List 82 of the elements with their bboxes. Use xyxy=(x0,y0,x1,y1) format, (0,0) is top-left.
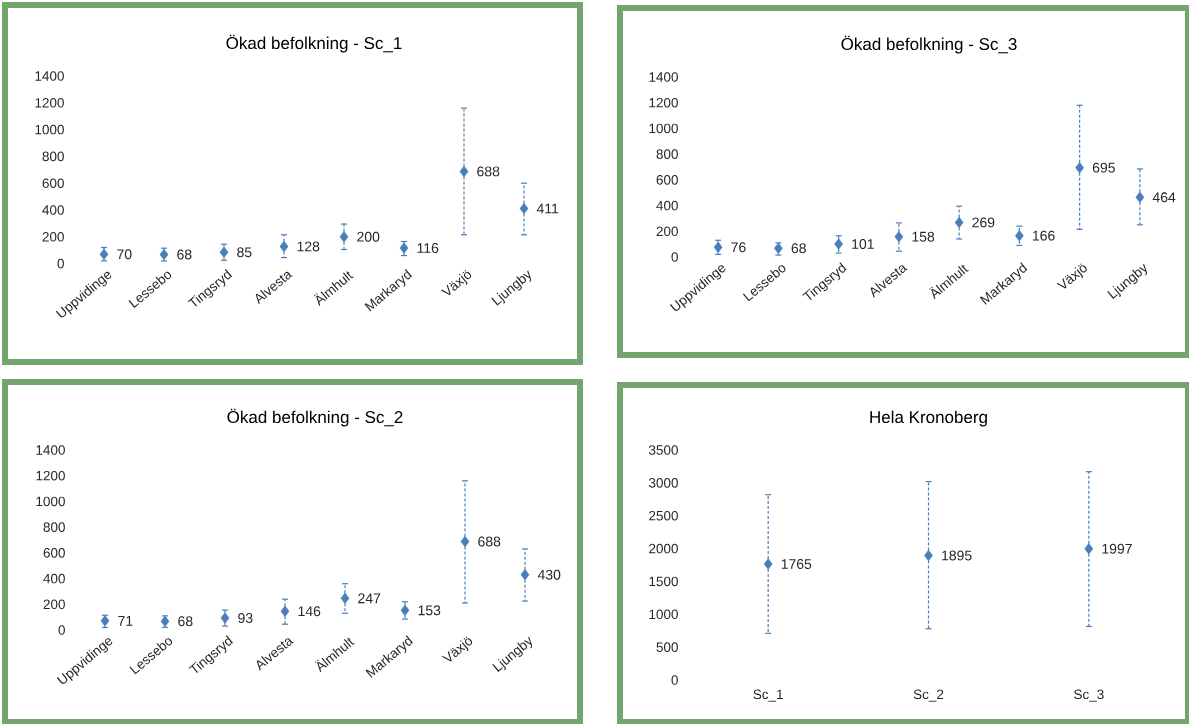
y-tick-label: 600 xyxy=(43,548,65,558)
chart-title: Ökad befolkning - Sc_3 xyxy=(841,35,1017,54)
data-label: 1997 xyxy=(1102,543,1132,554)
y-tick-label: 1400 xyxy=(36,445,65,455)
data-label: 247 xyxy=(358,593,381,604)
point xyxy=(219,246,229,258)
point xyxy=(834,238,843,250)
y-tick-label: 1000 xyxy=(35,124,64,135)
data-label: 70 xyxy=(117,249,132,260)
data-label: 68 xyxy=(177,249,192,260)
data-label: 101 xyxy=(852,239,874,249)
data-label: 166 xyxy=(1032,230,1055,241)
y-tick-label: 200 xyxy=(656,226,678,237)
data-label: 688 xyxy=(477,166,500,177)
data-label: 153 xyxy=(418,605,441,616)
point xyxy=(763,558,773,570)
y-tick-label: 0 xyxy=(671,252,678,262)
data-label: 146 xyxy=(298,606,321,617)
y-tick-label: 0 xyxy=(58,625,65,635)
data-label: 430 xyxy=(537,569,561,580)
y-tick-label: 1200 xyxy=(649,97,678,108)
point xyxy=(1135,191,1145,204)
data-label: 93 xyxy=(238,613,253,623)
y-tick-label: 800 xyxy=(656,149,678,159)
y-tick-label: 1400 xyxy=(35,71,64,81)
point xyxy=(520,569,530,581)
chart-title: Ökad befolkning - Sc_2 xyxy=(227,408,403,427)
x-tick-label: Sc_1 xyxy=(753,689,783,702)
y-tick-label: 800 xyxy=(43,522,65,532)
point xyxy=(459,165,469,178)
data-label: 1765 xyxy=(781,559,812,569)
data-label: 158 xyxy=(912,231,935,242)
point xyxy=(460,535,470,548)
x-tick-label: Sc_3 xyxy=(1074,689,1104,702)
chart-title: Hela Kronoberg xyxy=(870,410,987,427)
y-tick-label: 200 xyxy=(43,599,65,610)
point xyxy=(1084,543,1094,555)
y-tick-label: 400 xyxy=(42,205,64,215)
data-label: 116 xyxy=(417,243,439,254)
data-label: 85 xyxy=(237,247,252,258)
point xyxy=(339,231,349,243)
x-tick-label: Sc_2 xyxy=(913,689,944,702)
point xyxy=(280,605,290,617)
data-label: 68 xyxy=(178,616,193,627)
point xyxy=(894,230,904,243)
y-tick-label: 400 xyxy=(656,200,678,211)
y-tick-label: 1400 xyxy=(649,72,678,82)
y-tick-label: 200 xyxy=(42,232,64,242)
y-tick-label: 1000 xyxy=(36,496,65,507)
data-label: 68 xyxy=(791,243,806,254)
y-tick-label: 600 xyxy=(656,175,678,185)
chart-title: Ökad befolkning - Sc_1 xyxy=(226,34,402,53)
y-tick-label: 1200 xyxy=(36,470,65,481)
point xyxy=(954,216,964,229)
data-label: 464 xyxy=(1152,192,1176,203)
y-tick-label: 400 xyxy=(43,573,65,584)
y-tick-label: 3000 xyxy=(648,478,678,488)
y-tick-label: 1000 xyxy=(649,609,678,620)
y-tick-label: 500 xyxy=(656,642,678,652)
y-tick-label: 1500 xyxy=(649,576,678,587)
data-label: 71 xyxy=(118,616,133,626)
y-tick-label: 3500 xyxy=(648,445,678,455)
y-tick-label: 0 xyxy=(57,258,64,269)
y-tick-label: 600 xyxy=(42,178,64,188)
data-label: 411 xyxy=(536,203,559,214)
point xyxy=(340,592,350,604)
data-label: 76 xyxy=(731,242,746,253)
y-tick-label: 800 xyxy=(42,151,64,162)
data-label: 128 xyxy=(297,241,320,252)
y-tick-label: 1200 xyxy=(35,98,64,108)
data-label: 695 xyxy=(1092,162,1115,173)
data-label: 200 xyxy=(357,231,380,242)
point xyxy=(279,240,289,253)
y-tick-label: 2000 xyxy=(649,543,678,554)
point xyxy=(400,604,410,617)
y-tick-label: 0 xyxy=(671,675,678,685)
data-label: 269 xyxy=(972,217,995,228)
y-tick-label: 1000 xyxy=(649,123,678,134)
y-tick-label: 2500 xyxy=(649,510,678,521)
data-label: 1895 xyxy=(942,550,972,561)
data-label: 688 xyxy=(478,536,501,547)
point xyxy=(519,202,529,215)
